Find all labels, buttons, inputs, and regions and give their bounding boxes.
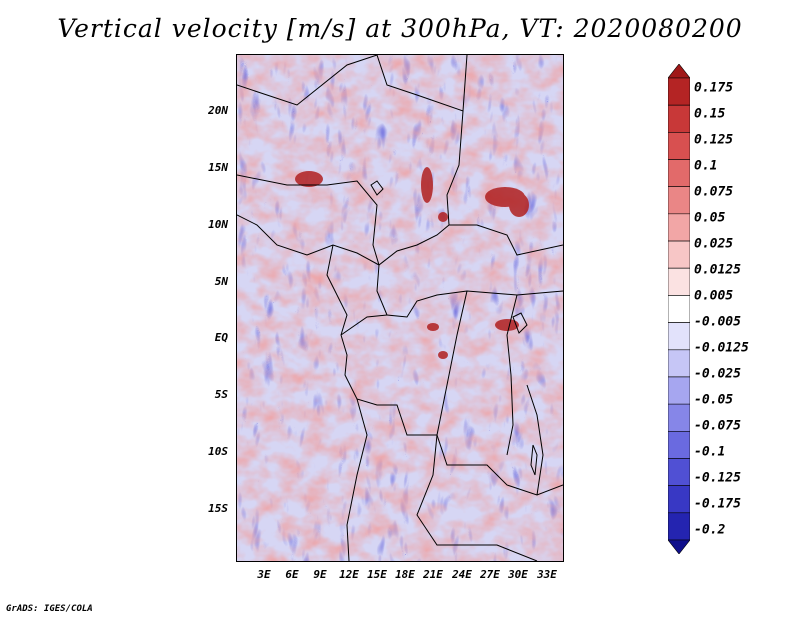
lat-label-10s: 10S <box>208 445 228 458</box>
lon-label-12e: 12E <box>339 568 359 581</box>
colorbar-label-2: 0.125 <box>694 132 734 148</box>
colorbar-label-5: 0.05 <box>694 210 726 226</box>
lon-label-27e: 27E <box>480 568 500 581</box>
map-field-svg <box>237 55 563 561</box>
lon-label-15e: 15E <box>367 568 387 581</box>
lat-label-15s: 15S <box>208 502 228 515</box>
colorbar-label-12: -0.05 <box>694 392 734 408</box>
lat-label-5n: 5N <box>214 275 228 288</box>
lon-label-24e: 24E <box>452 568 472 581</box>
strong-updraft-cells <box>295 167 529 359</box>
colorbar-segment-8 <box>668 267 690 296</box>
colorbar-segment-4 <box>668 159 690 188</box>
colorbar-segment-3 <box>668 132 690 160</box>
colorbar-segment-2 <box>668 104 690 133</box>
colorbar-segment-17 <box>668 512 690 541</box>
colorbar-label-7: 0.0125 <box>694 262 741 278</box>
lon-label-21e: 21E <box>423 568 443 581</box>
upward-motion-pattern <box>237 55 563 561</box>
colorbar-label-0: 0.175 <box>694 80 734 96</box>
colorbar-label-4: 0.075 <box>694 184 734 200</box>
colorbar-segment-10 <box>668 322 690 351</box>
colorbar-segment-1 <box>668 77 690 106</box>
colorbar-segment-5 <box>668 186 690 215</box>
colorbar-label-14: -0.1 <box>694 444 726 460</box>
colorbar-label-10: -0.0125 <box>694 340 749 356</box>
colorbar-segments <box>668 64 690 554</box>
colorbar-segment-14 <box>668 430 690 459</box>
lat-label-10n: 10N <box>208 218 228 231</box>
lat-label-eq: EQ <box>214 331 228 344</box>
colorbar-label-6: 0.025 <box>694 236 734 252</box>
colorbar-label-8: 0.005 <box>694 288 734 304</box>
footer-credit: GrADS: IGES/COLA <box>6 604 93 614</box>
lon-label-18e: 18E <box>395 568 415 581</box>
colorbar-segment-18 <box>668 539 690 554</box>
vertical-velocity-map <box>236 54 564 562</box>
lon-label-6e: 6E <box>285 568 299 581</box>
lat-label-5s: 5S <box>214 388 228 401</box>
colorbar-segment-0 <box>668 64 690 79</box>
colorbar-label-3: 0.1 <box>694 158 718 174</box>
colorbar-label-11: -0.025 <box>694 366 741 382</box>
lon-label-9e: 9E <box>313 568 327 581</box>
lakes <box>370 180 538 476</box>
colorbar-segment-15 <box>668 458 690 486</box>
colorbar-label-15: -0.125 <box>694 470 741 486</box>
colorbar-segment-16 <box>668 485 690 514</box>
colorbar-label-13: -0.075 <box>694 418 741 434</box>
lon-label-3e: 3E <box>257 568 271 581</box>
country-borders <box>237 55 563 561</box>
colorbar-label-17: -0.2 <box>694 522 726 538</box>
colorbar-label-16: -0.175 <box>694 496 741 512</box>
colorbar-segment-7 <box>668 240 690 269</box>
colorbar-segment-11 <box>668 349 690 378</box>
lat-label-15n: 15N <box>208 161 228 174</box>
colorbar <box>668 64 690 554</box>
colorbar-segment-6 <box>668 213 690 242</box>
colorbar-segment-13 <box>668 403 690 432</box>
colorbar-label-1: 0.15 <box>694 106 726 122</box>
lat-label-20n: 20N <box>208 104 228 117</box>
lon-label-30e: 30E <box>508 568 528 581</box>
colorbar-segment-9 <box>668 295 690 323</box>
colorbar-segment-12 <box>668 376 690 405</box>
map-title: Vertical velocity [m/s] at 300hPa, VT: 2… <box>57 14 743 43</box>
colorbar-label-9: -0.005 <box>694 314 741 330</box>
lon-label-33e: 33E <box>537 568 557 581</box>
